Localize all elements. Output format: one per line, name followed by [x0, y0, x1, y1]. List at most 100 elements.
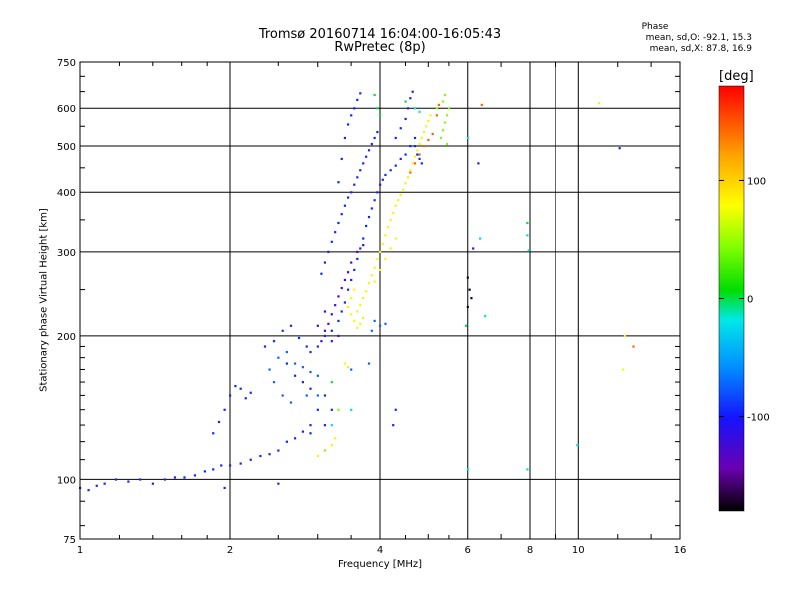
data-points [79, 90, 635, 492]
data-point [376, 191, 379, 194]
data-point [323, 449, 327, 452]
data-point [337, 319, 340, 323]
data-point [362, 237, 365, 240]
data-point [437, 103, 441, 107]
data-point [399, 127, 402, 130]
data-point [466, 276, 469, 279]
data-point [413, 136, 417, 140]
plot-frame [79, 61, 681, 540]
data-point [389, 218, 392, 222]
data-point [95, 484, 98, 487]
data-point [356, 176, 359, 179]
data-point [365, 155, 368, 158]
data-point [394, 136, 397, 140]
data-point [439, 136, 443, 140]
data-point [484, 315, 487, 318]
tick-labels: 1 2 4 6 8 10 16 75 100 200 300 400 500 600 750 [57, 58, 686, 556]
data-point [263, 345, 267, 348]
data-point [359, 304, 362, 307]
data-point [151, 482, 155, 485]
data-point [353, 268, 356, 272]
phase-legend-o-mode: mean, sd,O: -92.1, 15.3 [645, 33, 752, 43]
data-point [394, 237, 397, 240]
data-point [193, 474, 197, 477]
data-point [353, 107, 356, 110]
data-point [334, 304, 337, 307]
data-point [425, 125, 428, 128]
data-point [373, 199, 376, 202]
phase-legend-x-mode: mean, sd,X: 87.8, 16.9 [649, 44, 752, 54]
data-point [429, 114, 432, 117]
y-axis-label: Stationary phase Virtual Height [km] [38, 208, 50, 392]
x-tick-label: 16 [674, 545, 687, 556]
grid [80, 62, 680, 539]
data-point [229, 464, 232, 467]
data-point [139, 478, 142, 481]
data-point [370, 329, 373, 332]
data-point [472, 247, 475, 250]
x-tick-label: 1 [77, 545, 83, 556]
data-point [362, 244, 365, 247]
data-point [411, 90, 414, 93]
data-point [359, 322, 362, 325]
data-point [259, 454, 262, 458]
data-point [316, 394, 319, 397]
data-point [234, 384, 237, 388]
data-point [293, 362, 297, 365]
data-point [343, 136, 347, 140]
data-point [316, 324, 319, 327]
data-point [309, 370, 312, 374]
data-point [293, 437, 297, 440]
data-point [268, 453, 271, 456]
data-point [103, 482, 106, 485]
data-point [409, 169, 412, 172]
colorbar-tick-label: 0 [747, 295, 753, 306]
data-point [353, 288, 356, 291]
data-point [466, 305, 469, 309]
data-point [173, 476, 177, 479]
data-point [622, 368, 625, 371]
data-point [367, 149, 371, 152]
data-point [350, 313, 353, 316]
data-point [373, 319, 376, 323]
data-point [416, 153, 419, 156]
y-tick-label: 750 [57, 58, 76, 69]
data-point [445, 142, 449, 146]
data-point [406, 176, 410, 179]
data-point [466, 468, 469, 471]
data-point [632, 345, 635, 348]
data-point [356, 98, 359, 101]
data-point [435, 107, 438, 110]
data-point [301, 430, 305, 433]
data-point [359, 92, 362, 95]
data-point [480, 103, 483, 107]
data-point [404, 100, 407, 103]
data-point [330, 424, 333, 427]
data-point [411, 162, 414, 165]
colorbar-tick-label: 100 [747, 176, 766, 187]
data-point [618, 147, 621, 150]
data-point [309, 432, 312, 435]
data-point [330, 381, 333, 384]
y-tick-label: 100 [57, 475, 76, 486]
data-point [127, 480, 130, 483]
data-point [281, 394, 284, 397]
data-point [422, 130, 426, 134]
data-point [367, 282, 371, 285]
data-point [356, 250, 359, 254]
data-point [365, 290, 368, 293]
data-point [337, 221, 340, 225]
data-point [350, 191, 353, 194]
data-point [301, 381, 305, 384]
data-point [356, 257, 359, 261]
data-point [323, 334, 327, 338]
data-point [239, 387, 242, 390]
data-point [316, 408, 319, 411]
data-point [305, 345, 308, 348]
data-point [394, 204, 397, 207]
data-point [376, 107, 379, 110]
chart-title: Tromsø 20160714 16:04:00-16:05:43 [258, 27, 502, 42]
data-point [406, 107, 410, 110]
data-point [343, 278, 347, 282]
